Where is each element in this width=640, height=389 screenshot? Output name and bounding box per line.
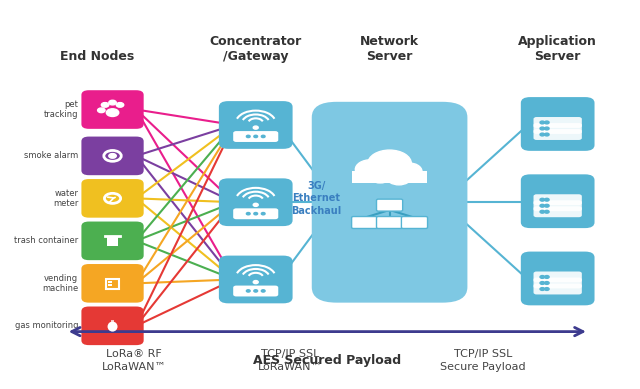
Circle shape — [253, 126, 258, 129]
Text: TCP/IP SSL
Secure Payload: TCP/IP SSL Secure Payload — [440, 349, 526, 372]
Circle shape — [253, 203, 258, 207]
FancyBboxPatch shape — [81, 90, 143, 129]
FancyBboxPatch shape — [534, 272, 582, 282]
Circle shape — [540, 282, 545, 284]
Circle shape — [254, 290, 257, 292]
Circle shape — [540, 287, 545, 291]
Text: gas monitoring: gas monitoring — [15, 321, 78, 330]
Circle shape — [540, 133, 545, 136]
FancyBboxPatch shape — [534, 206, 582, 217]
Text: Concentrator
/Gateway: Concentrator /Gateway — [210, 35, 302, 63]
Circle shape — [387, 169, 412, 185]
FancyBboxPatch shape — [376, 217, 403, 228]
Text: Network
Server: Network Server — [360, 35, 419, 63]
Circle shape — [254, 212, 257, 215]
FancyBboxPatch shape — [534, 194, 582, 205]
Circle shape — [395, 163, 422, 180]
FancyBboxPatch shape — [534, 117, 582, 128]
Circle shape — [545, 275, 549, 279]
Circle shape — [540, 198, 545, 201]
Text: smoke alarm: smoke alarm — [24, 151, 78, 160]
FancyBboxPatch shape — [534, 284, 582, 294]
Circle shape — [246, 135, 250, 138]
Text: 3G/
Ethernet
Backhaul: 3G/ Ethernet Backhaul — [291, 181, 342, 216]
Bar — [108, 280, 112, 283]
Circle shape — [545, 287, 549, 291]
Circle shape — [545, 133, 549, 136]
FancyBboxPatch shape — [521, 174, 595, 228]
Circle shape — [545, 121, 549, 124]
FancyBboxPatch shape — [521, 252, 595, 305]
Circle shape — [109, 100, 116, 105]
FancyBboxPatch shape — [521, 97, 595, 151]
Circle shape — [545, 282, 549, 284]
FancyBboxPatch shape — [219, 101, 292, 149]
FancyBboxPatch shape — [534, 123, 582, 134]
Text: water
meter: water meter — [53, 189, 78, 208]
FancyBboxPatch shape — [219, 178, 292, 226]
FancyBboxPatch shape — [81, 137, 143, 175]
Circle shape — [368, 167, 393, 183]
Circle shape — [253, 280, 258, 284]
Bar — [108, 284, 112, 286]
FancyBboxPatch shape — [81, 222, 143, 260]
Circle shape — [246, 290, 250, 292]
Circle shape — [106, 109, 119, 116]
Ellipse shape — [108, 322, 118, 331]
Text: trash container: trash container — [14, 237, 78, 245]
Circle shape — [101, 103, 109, 107]
Circle shape — [540, 275, 545, 279]
FancyBboxPatch shape — [312, 102, 467, 303]
FancyBboxPatch shape — [534, 129, 582, 140]
Text: AES Secured Payload: AES Secured Payload — [253, 354, 401, 367]
Circle shape — [261, 290, 265, 292]
Text: vending
machine: vending machine — [42, 273, 78, 293]
Circle shape — [540, 121, 545, 124]
FancyBboxPatch shape — [534, 200, 582, 211]
FancyBboxPatch shape — [376, 199, 403, 211]
Circle shape — [116, 103, 124, 107]
Circle shape — [540, 204, 545, 207]
Circle shape — [254, 135, 257, 138]
Bar — [107, 237, 118, 246]
Circle shape — [545, 198, 549, 201]
FancyBboxPatch shape — [81, 179, 143, 218]
FancyBboxPatch shape — [233, 209, 278, 219]
FancyBboxPatch shape — [233, 286, 278, 296]
Bar — [106, 279, 119, 289]
FancyBboxPatch shape — [81, 264, 143, 303]
Circle shape — [97, 108, 105, 113]
Circle shape — [261, 135, 265, 138]
Circle shape — [109, 154, 116, 158]
FancyBboxPatch shape — [219, 256, 292, 303]
Circle shape — [355, 160, 387, 179]
Circle shape — [545, 204, 549, 207]
FancyBboxPatch shape — [534, 277, 582, 288]
FancyBboxPatch shape — [81, 307, 143, 345]
Circle shape — [246, 212, 250, 215]
Circle shape — [540, 210, 545, 213]
Text: pet
tracking: pet tracking — [44, 100, 78, 119]
Text: Application
Server: Application Server — [518, 35, 597, 63]
Circle shape — [368, 150, 412, 177]
Circle shape — [545, 210, 549, 213]
FancyBboxPatch shape — [233, 131, 278, 142]
Circle shape — [261, 212, 265, 215]
Bar — [352, 171, 427, 183]
FancyBboxPatch shape — [351, 217, 378, 228]
FancyBboxPatch shape — [401, 217, 428, 228]
Circle shape — [540, 127, 545, 130]
Text: End Nodes: End Nodes — [60, 50, 134, 63]
Text: TCP/IP SSL
LoRaWAN™: TCP/IP SSL LoRaWAN™ — [258, 349, 323, 372]
Bar — [111, 321, 115, 323]
Circle shape — [545, 127, 549, 130]
Text: LoRa® RF
LoRaWAN™: LoRa® RF LoRaWAN™ — [102, 349, 166, 372]
